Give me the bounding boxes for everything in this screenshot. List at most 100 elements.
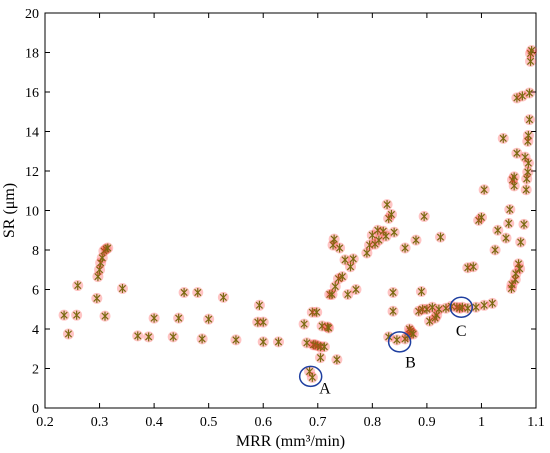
- data-point: [522, 157, 534, 169]
- data-point: [301, 337, 313, 349]
- data-point: [316, 320, 328, 332]
- data-point: [192, 286, 204, 298]
- data-point: [71, 309, 83, 321]
- x-tick-label: 0.8: [364, 415, 382, 430]
- data-point: [418, 210, 430, 222]
- data-point: [415, 285, 427, 297]
- data-point: [345, 261, 357, 273]
- data-point: [440, 302, 452, 314]
- data-point: [336, 271, 348, 283]
- data-point: [525, 55, 537, 67]
- y-tick-label: 14: [25, 126, 39, 141]
- data-point: [399, 242, 411, 254]
- data-point: [504, 204, 516, 216]
- data-point: [435, 231, 447, 243]
- data-point: [327, 239, 339, 251]
- plot-area: [44, 12, 537, 409]
- x-tick-label: 1: [478, 415, 485, 430]
- data-point: [58, 309, 70, 321]
- data-point: [383, 212, 395, 224]
- data-point: [272, 336, 284, 348]
- annotation-circle: [387, 331, 412, 353]
- annotation-label: B: [405, 355, 416, 372]
- data-point: [526, 45, 538, 57]
- data-point: [62, 328, 74, 340]
- data-point: [253, 299, 265, 311]
- data-point: [391, 334, 403, 346]
- x-tick-label: 1.1: [527, 415, 545, 430]
- data-point: [323, 322, 335, 334]
- data-point: [510, 268, 522, 280]
- data-point: [492, 224, 504, 236]
- x-axis-ticks: 0.2 0.3 0.4 0.5 0.6 0.7 0.8 0.9 1 1.1: [36, 13, 545, 430]
- data-point: [91, 292, 103, 304]
- data-point: [462, 262, 474, 274]
- data-point: [424, 315, 436, 327]
- annotation-label: C: [456, 323, 467, 340]
- data-point: [350, 284, 362, 295]
- data-point: [381, 199, 393, 211]
- data-point: [315, 352, 327, 364]
- data-point: [523, 87, 535, 99]
- data-point: [385, 208, 397, 220]
- data-point: [132, 330, 144, 342]
- data-point: [514, 263, 526, 275]
- y-tick-label: 0: [32, 402, 39, 417]
- data-point: [520, 184, 532, 196]
- data-point: [508, 171, 520, 183]
- data-point: [173, 312, 185, 324]
- data-point: [72, 280, 84, 292]
- x-tick-label: 0.2: [36, 415, 54, 430]
- x-tick-label: 0.6: [254, 415, 272, 430]
- data-point: [511, 147, 523, 159]
- data-point: [511, 92, 523, 104]
- x-tick-label: 0.9: [418, 415, 436, 430]
- data-point: [167, 331, 179, 343]
- data-point: [456, 301, 468, 313]
- data-point: [178, 286, 190, 298]
- y-tick-label: 18: [25, 47, 39, 62]
- data-point: [522, 129, 534, 141]
- data-point: [364, 239, 376, 251]
- data-point: [462, 302, 474, 314]
- data-point: [92, 271, 104, 283]
- data-point: [489, 244, 501, 256]
- plot-frame: [44, 12, 537, 409]
- y-tick-label: 20: [25, 7, 39, 22]
- data-point: [521, 173, 533, 185]
- data-point: [339, 254, 351, 266]
- data-point: [342, 288, 354, 300]
- data-point: [96, 252, 108, 264]
- x-tick-label: 0.3: [91, 415, 109, 430]
- data-point: [203, 313, 215, 325]
- data-point: [515, 236, 527, 248]
- y-axis-ticks: 0 2 4 6 8 10 12 14 16 18 20: [25, 7, 536, 417]
- annotation-label: A: [319, 380, 331, 397]
- data-point: [433, 303, 445, 315]
- data-point: [361, 247, 373, 259]
- data-point: [329, 281, 341, 293]
- data-point: [497, 132, 509, 144]
- data-point: [387, 305, 399, 317]
- x-tick-label: 0.7: [309, 415, 327, 430]
- data-point: [518, 218, 530, 230]
- data-point: [328, 233, 340, 245]
- data-point: [298, 318, 310, 330]
- data-points: [58, 45, 538, 383]
- data-point: [421, 303, 433, 315]
- annotation-circle: [298, 365, 323, 388]
- data-point: [478, 299, 490, 311]
- data-point: [380, 230, 392, 242]
- data-point: [347, 253, 359, 265]
- data-point: [334, 242, 346, 254]
- data-point: [387, 286, 399, 298]
- y-tick-label: 4: [32, 323, 39, 338]
- data-point: [116, 283, 128, 295]
- data-point: [311, 306, 323, 318]
- y-tick-label: 6: [32, 284, 39, 299]
- data-point: [503, 217, 515, 229]
- data-point: [500, 232, 512, 244]
- y-tick-label: 10: [25, 205, 39, 220]
- data-point: [509, 274, 521, 286]
